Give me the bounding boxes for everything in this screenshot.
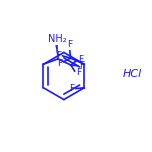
Text: F: F [57, 59, 62, 68]
Text: HCl: HCl [123, 69, 142, 79]
Text: F: F [78, 55, 83, 64]
Polygon shape [56, 45, 58, 59]
Text: F: F [69, 84, 74, 93]
Text: NH₂: NH₂ [48, 34, 67, 44]
Text: F: F [67, 40, 72, 49]
Text: F: F [56, 51, 61, 60]
Text: F: F [76, 68, 81, 77]
Text: F: F [79, 61, 84, 70]
